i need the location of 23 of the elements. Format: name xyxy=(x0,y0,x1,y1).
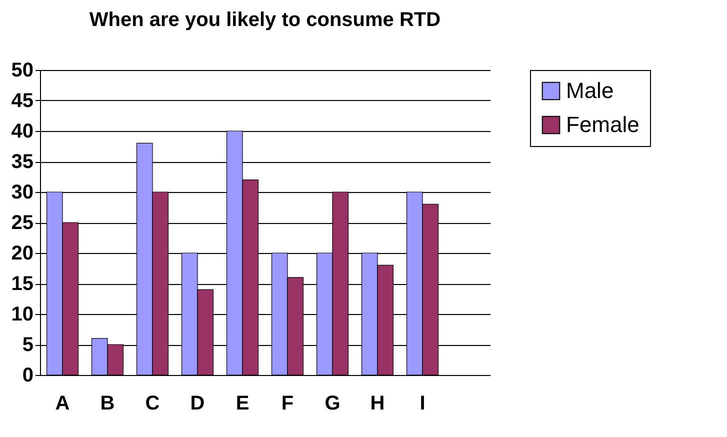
x-tick-label: G xyxy=(324,392,340,414)
y-tick-label: 0 xyxy=(22,364,34,386)
x-tick-label: D xyxy=(190,392,205,414)
y-tick-label: 5 xyxy=(22,334,34,356)
x-tick-label: F xyxy=(281,392,294,414)
y-tick-label: 10 xyxy=(11,304,34,326)
x-tick-label: B xyxy=(100,392,115,414)
x-tick-label: A xyxy=(55,392,70,414)
y-tick-label: 40 xyxy=(11,120,34,142)
y-tick-label: 25 xyxy=(11,212,34,234)
x-tick-label: I xyxy=(420,392,426,414)
x-tick-label: C xyxy=(145,392,160,414)
x-tick-label: H xyxy=(370,392,385,414)
chart-title: When are you likely to consume RTD xyxy=(89,9,441,31)
y-tick-label: 50 xyxy=(11,60,34,82)
y-tick-label: 35 xyxy=(11,151,34,173)
legend-label: Female xyxy=(566,112,640,137)
x-tick-label: E xyxy=(236,392,250,414)
y-tick-label: 30 xyxy=(11,182,34,204)
legend-label: Male xyxy=(566,78,614,103)
y-tick-label: 15 xyxy=(11,273,34,295)
y-tick-label: 45 xyxy=(11,90,34,112)
y-tick-label: 20 xyxy=(11,242,34,264)
